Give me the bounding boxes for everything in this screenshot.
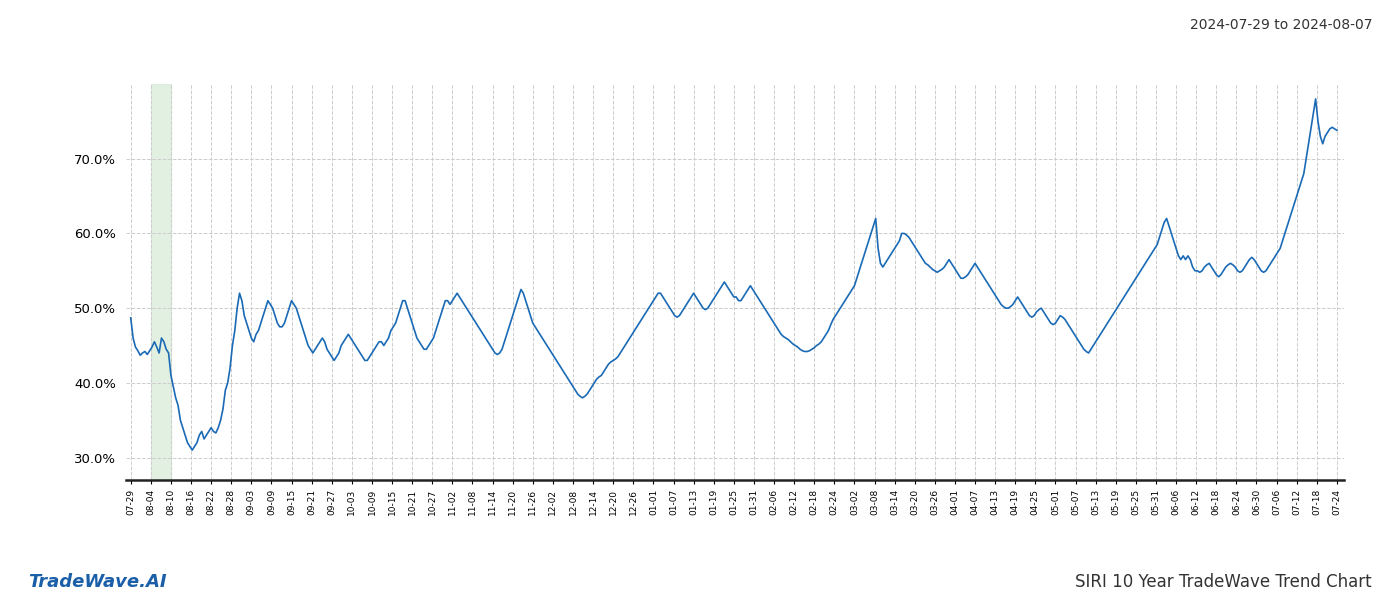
Text: TradeWave.AI: TradeWave.AI — [28, 573, 167, 591]
Text: SIRI 10 Year TradeWave Trend Chart: SIRI 10 Year TradeWave Trend Chart — [1075, 573, 1372, 591]
Bar — [151, 84, 171, 480]
Text: 2024-07-29 to 2024-08-07: 2024-07-29 to 2024-08-07 — [1190, 18, 1372, 32]
